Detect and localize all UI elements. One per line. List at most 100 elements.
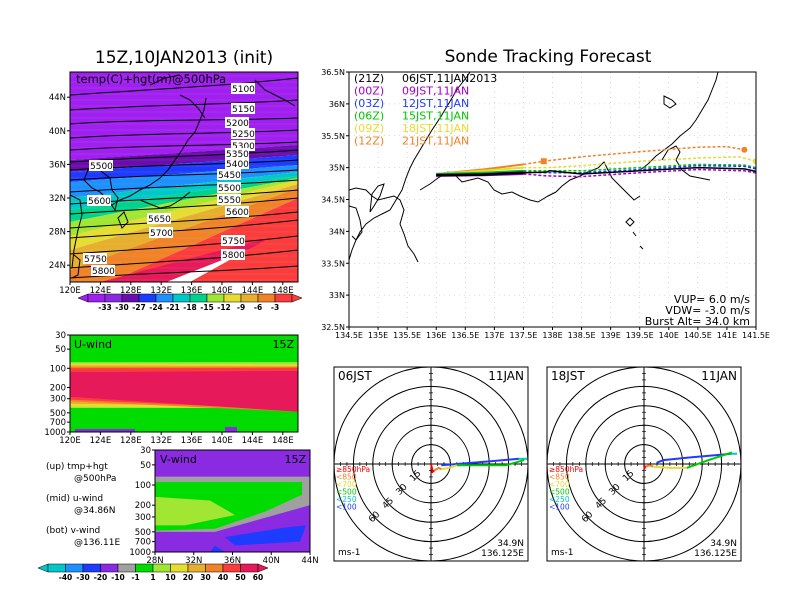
contour-label-bg: [231, 140, 255, 151]
hodograph-segment: [645, 464, 654, 468]
track-legend-time: (12Z): [354, 135, 384, 148]
contour-label: 5600: [88, 197, 111, 207]
hodograph-ring-label: 15: [408, 469, 423, 484]
colorbar-label: 60: [253, 573, 263, 582]
track-legend-time: (03Z): [354, 97, 384, 110]
panel-a-title: 15Z,10JAN2013 (init): [95, 48, 273, 68]
track-legend-label: 21JST,11JAN: [402, 135, 469, 148]
coastline-kamchatka: [254, 79, 296, 107]
contour-label-bg: [221, 249, 245, 260]
colorbar-cell: [47, 563, 66, 573]
hodograph-time: 06JST: [338, 369, 372, 383]
track-descent: [523, 168, 756, 178]
track-descent: [523, 163, 756, 172]
hodograph-legend-item: <700: [336, 480, 357, 489]
colorbar-label: -12: [217, 303, 231, 312]
colorbar-cell: [274, 293, 293, 303]
track-landing-point: [759, 170, 765, 176]
track-descent: [523, 156, 756, 169]
colorbar-arrow-left: [37, 563, 49, 573]
x-tick-label: 128E: [120, 436, 142, 446]
contour-label: 5350: [226, 150, 249, 160]
colorbar-cell: [65, 563, 84, 573]
contour-label-bg: [225, 158, 249, 169]
height-contour: [70, 197, 298, 215]
x-tick-label: 148E: [272, 436, 294, 446]
hodograph-ring-label: 15: [621, 469, 636, 484]
hodograph-lat: 34.9N: [497, 539, 524, 549]
colorbar-cell: [240, 293, 259, 303]
colorbar-cell: [223, 293, 242, 303]
coastline-honshu-west: [349, 72, 471, 261]
coastline-lake: [663, 95, 677, 109]
colorbar-cell: [104, 293, 123, 303]
colorbar-cell: [187, 563, 206, 573]
colorbar-cell: [189, 293, 208, 303]
y-tick-label: 36N: [49, 160, 66, 170]
colorbar-label: 20: [183, 573, 193, 582]
height-contour: [70, 235, 298, 255]
x-tick-label: 132E: [150, 286, 172, 296]
x-tick-label: 140E: [211, 436, 233, 446]
coastline-tokyo-bay: [661, 145, 711, 181]
colorbar-label: -40: [59, 573, 73, 582]
track-legend-label: 15JST,11JAN: [402, 110, 469, 123]
track-descent: [523, 166, 756, 175]
contour-label: 5800: [92, 267, 115, 277]
track-annotation: Burst Alt= 34.0 km: [645, 315, 750, 328]
hodograph-segment: [656, 452, 732, 464]
y-tick-label: 700: [50, 418, 66, 428]
colorbar-cell: [138, 293, 157, 303]
colorbar-label: -3: [271, 303, 279, 312]
u-wind-band: [225, 427, 237, 432]
contour-label: 5600: [226, 208, 249, 218]
coastline-sakhalin: [149, 74, 206, 119]
y-tick-label: 200: [50, 383, 66, 393]
contour-label-bg: [89, 160, 113, 171]
track-legend-label: 12JST,11JAN: [402, 97, 469, 110]
coastline-kii: [349, 187, 419, 263]
hodograph-segment: [643, 465, 647, 471]
coastline-hachijo: [625, 217, 635, 227]
temperature-band: [110, 198, 298, 282]
track-landing-point: [741, 146, 748, 153]
y-tick-label: 32.5N: [321, 323, 345, 332]
colorbar-cell: [206, 293, 225, 303]
contour-label-bg: [217, 194, 241, 205]
hodograph-segment: [441, 464, 458, 471]
colorbar-label: -1: [131, 573, 139, 582]
y-tick-label: 200: [135, 501, 151, 511]
y-tick-label: 28N: [49, 228, 66, 238]
height-contour: [70, 99, 298, 111]
colorbar-cell: [222, 563, 241, 573]
hodograph-legend-item: <850: [549, 473, 570, 482]
colorbar-label: 30: [200, 573, 210, 582]
hodograph-legend-item: <100: [549, 503, 570, 512]
contour-label: 5300: [232, 142, 255, 152]
contour-label: 5650: [148, 215, 171, 225]
contour-label-bg: [217, 182, 241, 193]
track-landing-point: [753, 158, 756, 165]
x-tick-label: 135.5E: [393, 331, 421, 340]
u-wind-band: [70, 370, 298, 412]
colorbar-arrow-right: [257, 563, 269, 573]
x-tick-label: 144E: [242, 286, 264, 296]
y-tick-label: 34.5N: [321, 196, 345, 205]
v-wind-band: [155, 496, 235, 526]
x-tick-label: 139E: [600, 331, 620, 340]
track-legend-time: (09Z): [354, 122, 384, 135]
track-legend-time: (06Z): [354, 110, 384, 123]
side-note-line2: @34.86N: [74, 506, 116, 516]
contour-label-bg: [91, 265, 115, 276]
contour-label: 5250: [232, 130, 255, 140]
contour-label: 5550: [218, 196, 241, 206]
y-tick-label: 500: [135, 528, 151, 538]
colorbar-label: -21: [166, 303, 180, 312]
u-wind-cross-section: [70, 335, 298, 432]
hodograph-lon: 136.125E: [481, 549, 524, 559]
x-tick-label: 137.5E: [509, 331, 537, 340]
contour-label-bg: [231, 128, 255, 139]
colorbar-label: -18: [183, 303, 197, 312]
y-tick-label: 36N: [329, 100, 345, 109]
